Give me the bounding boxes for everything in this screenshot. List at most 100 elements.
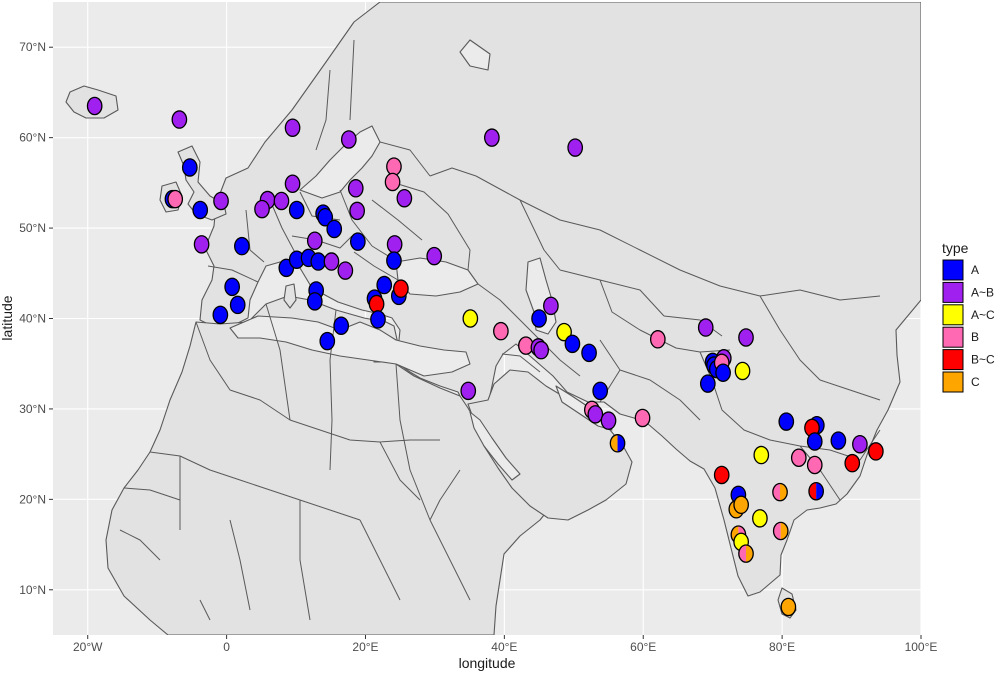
data-points <box>86 96 884 617</box>
data-point <box>86 96 103 116</box>
legend-swatch <box>942 371 964 393</box>
y-tick-label: 50°N <box>19 221 46 235</box>
data-point-marker <box>376 275 393 295</box>
data-point <box>600 411 617 430</box>
data-point-left-half <box>773 522 781 540</box>
data-point <box>806 455 823 475</box>
data-point <box>806 432 823 451</box>
data-point <box>564 334 581 354</box>
data-point-marker <box>556 322 572 342</box>
data-point-marker <box>181 158 198 177</box>
data-point <box>386 235 403 254</box>
data-point-right-half <box>816 482 824 500</box>
data-point-right-half <box>780 483 788 501</box>
data-point <box>844 453 861 473</box>
data-point-marker <box>340 130 357 149</box>
land-arabia <box>467 369 633 521</box>
data-point <box>697 318 714 337</box>
data-point <box>393 279 409 298</box>
legend-item: C <box>942 371 980 393</box>
x-tick-label: 60°E <box>630 640 656 654</box>
data-point-marker <box>284 174 301 194</box>
data-point-marker <box>697 318 714 337</box>
y-axis-title: latitude <box>0 295 15 340</box>
legend-item: A~C <box>942 304 995 326</box>
data-point <box>567 138 584 157</box>
data-point-marker <box>649 330 666 349</box>
y-tick-label: 30°N <box>19 402 46 416</box>
data-point <box>319 331 336 351</box>
data-point-marker <box>349 232 366 251</box>
data-point <box>772 482 788 502</box>
data-point-marker <box>386 235 403 254</box>
legend-label: B <box>971 330 979 344</box>
data-point <box>581 343 597 363</box>
data-point <box>778 412 795 431</box>
data-point <box>462 309 479 328</box>
data-point <box>556 322 572 342</box>
data-point-marker <box>567 138 584 157</box>
data-point <box>533 340 550 360</box>
data-point <box>426 246 443 266</box>
x-tick-label: 100°E <box>905 640 938 654</box>
legend-swatch <box>942 259 964 281</box>
data-point-marker <box>493 321 509 341</box>
y-tick-label: 70°N <box>19 40 46 54</box>
legend-item: B~C <box>942 349 995 371</box>
data-point <box>852 434 868 454</box>
legend-label: A <box>971 263 979 277</box>
data-point <box>171 110 188 129</box>
data-point-marker <box>337 261 354 280</box>
data-point-marker <box>306 292 323 311</box>
legend-swatch <box>942 326 964 348</box>
data-point-marker <box>347 179 364 198</box>
data-point <box>753 445 770 465</box>
data-point-left-half <box>772 483 781 501</box>
data-point <box>772 521 789 541</box>
data-point <box>484 128 500 147</box>
data-point-right-half <box>617 434 625 452</box>
legend-label: C <box>971 375 980 389</box>
data-point-marker <box>288 200 305 220</box>
legend-label: A~C <box>971 308 995 322</box>
legend-label: B~C <box>971 353 995 367</box>
data-point <box>493 321 509 341</box>
data-point-marker <box>229 295 246 315</box>
data-point <box>460 381 477 401</box>
data-point-marker <box>319 331 336 351</box>
x-tick-label: 20°E <box>352 640 378 654</box>
land-sardinia <box>283 283 297 309</box>
data-point <box>333 316 350 335</box>
data-point-marker <box>531 309 547 328</box>
data-point <box>349 232 366 251</box>
y-tick-label: 10°N <box>19 583 46 597</box>
data-point <box>384 172 401 192</box>
data-point-marker <box>193 235 210 254</box>
data-point-outline <box>808 481 824 501</box>
data-point <box>254 199 270 219</box>
y-tick-label: 40°N <box>19 312 46 326</box>
data-point <box>543 296 559 316</box>
data-point <box>323 252 340 271</box>
data-point <box>181 158 198 177</box>
data-point-left-half <box>738 545 747 563</box>
data-point <box>288 200 305 220</box>
data-point-right-half <box>780 522 788 540</box>
legend-label: A~B <box>971 285 994 299</box>
data-point <box>306 292 323 311</box>
axes: 20°W 0 20°E 40°E 60°E 80°E 100°E 10°N 20°N 30°N 40… <box>19 40 937 654</box>
data-point-marker <box>386 251 402 270</box>
data-point-marker <box>306 231 323 250</box>
data-point <box>326 219 343 239</box>
data-point-marker <box>778 412 795 431</box>
data-point <box>284 174 301 194</box>
data-point-marker <box>323 252 340 271</box>
data-point-marker <box>868 442 884 461</box>
data-point <box>386 251 402 270</box>
data-point <box>738 328 754 347</box>
data-point-marker <box>393 279 409 298</box>
data-point-marker <box>830 431 847 450</box>
data-point-marker <box>192 200 209 220</box>
data-point-marker <box>368 294 385 314</box>
